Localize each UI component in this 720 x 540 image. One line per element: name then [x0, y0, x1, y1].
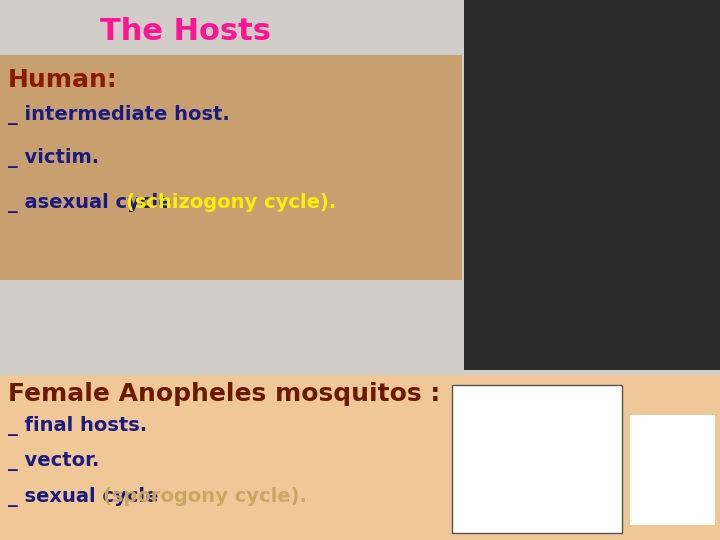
Text: _ final hosts.: _ final hosts. — [8, 416, 147, 436]
Text: _ victim.: _ victim. — [8, 148, 99, 168]
Text: _ vector.: _ vector. — [8, 452, 99, 471]
FancyBboxPatch shape — [630, 415, 715, 525]
Text: _ sexual cycle: _ sexual cycle — [8, 487, 165, 507]
Text: The Hosts: The Hosts — [99, 17, 271, 46]
Text: Female Anopheles mosquitos :: Female Anopheles mosquitos : — [8, 382, 440, 406]
FancyBboxPatch shape — [452, 385, 622, 533]
Text: _ asexual cycle: _ asexual cycle — [8, 193, 179, 213]
FancyBboxPatch shape — [0, 55, 462, 280]
Text: (schizogony cycle).: (schizogony cycle). — [126, 193, 336, 212]
Text: Human:: Human: — [8, 68, 118, 92]
FancyBboxPatch shape — [0, 375, 720, 540]
Text: _ intermediate host.: _ intermediate host. — [8, 105, 230, 125]
Text: (sporogony cycle).: (sporogony cycle). — [103, 487, 307, 506]
FancyBboxPatch shape — [464, 0, 720, 370]
